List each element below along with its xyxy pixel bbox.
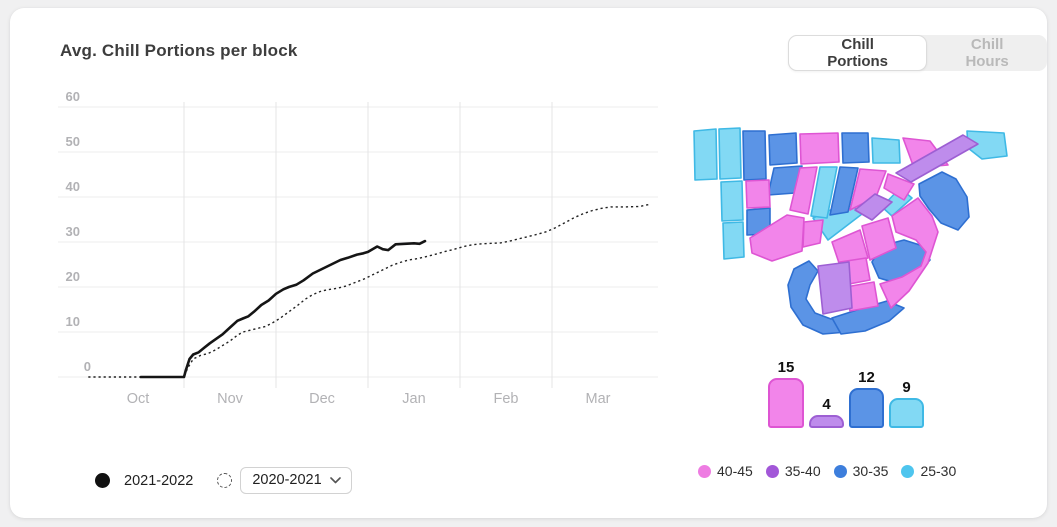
toggle-chill-hours[interactable]: Chill Hours xyxy=(927,35,1047,71)
chill-portions-card: Avg. Chill Portions per block Chill Port… xyxy=(10,8,1047,518)
legend-dot-icon xyxy=(901,464,915,478)
series-2020-2021-dot-icon xyxy=(217,473,233,488)
block-polygon-cyan[interactable] xyxy=(720,180,744,222)
chevron-down-icon xyxy=(329,476,341,483)
block-polygon-pink[interactable] xyxy=(831,229,869,267)
block-polygon-pink[interactable] xyxy=(749,214,805,262)
bar-35-40: 4 xyxy=(809,395,844,428)
page-title: Avg. Chill Portions per block xyxy=(60,41,298,60)
y-tick-label: 40 xyxy=(66,179,80,194)
x-tick-label: Mar xyxy=(586,391,611,407)
map-legend-item-40-45: 40-45 xyxy=(698,463,753,479)
bar-rect-pink[interactable] xyxy=(768,378,804,428)
block-polygon-cyan[interactable] xyxy=(871,137,901,164)
y-tick-label: 0 xyxy=(84,359,91,374)
block-polygon-pink[interactable] xyxy=(789,166,818,215)
y-tick-label: 10 xyxy=(66,314,80,329)
y-tick-label: 30 xyxy=(66,224,80,239)
map-legend-item-35-40: 35-40 xyxy=(765,463,821,479)
bar-value-label: 4 xyxy=(822,395,831,413)
block-polygon-cyan[interactable] xyxy=(722,221,745,260)
series-2021-2022-label: 2021-2022 xyxy=(124,472,194,489)
x-tick-label: Nov xyxy=(217,391,244,407)
block-polygon-blue[interactable] xyxy=(768,132,798,166)
y-tick-label: 60 xyxy=(66,89,80,104)
block-polygon-pink[interactable] xyxy=(879,197,939,309)
block-polygon-pink[interactable] xyxy=(745,179,771,209)
legend-label: 35-40 xyxy=(784,463,821,479)
block-polygon-blue[interactable] xyxy=(829,166,859,216)
block-polygon-purple[interactable] xyxy=(854,193,893,221)
block-polygon-cyan[interactable] xyxy=(810,166,838,219)
map-legend-item-25-30: 25-30 xyxy=(901,463,956,479)
bar-30-35: 12 xyxy=(849,368,884,428)
bar-value-label: 12 xyxy=(858,368,875,386)
season-select[interactable]: 2020-2021 xyxy=(240,467,352,494)
line-chart-legend: 2021-2022 2020-2021 xyxy=(95,467,352,494)
legend-dot-icon xyxy=(833,464,847,478)
series-2021-2022-line xyxy=(139,239,427,379)
y-tick-label: 20 xyxy=(66,269,80,284)
block-polygon-cyan[interactable] xyxy=(718,127,742,180)
x-tick-label: Jan xyxy=(402,391,425,407)
bar-40-45: 15 xyxy=(768,358,804,428)
block-polygon-blue[interactable] xyxy=(841,132,870,164)
block-polygon-pink[interactable] xyxy=(802,219,824,248)
chill-portions-line-chart: 0 10 20 30 40 50 60 Oct Nov Dec Jan Feb Mar xyxy=(58,89,658,407)
y-tick-label: 50 xyxy=(66,134,80,149)
block-polygon-pink[interactable] xyxy=(883,173,915,201)
blocks-choropleth-map xyxy=(693,127,1008,335)
block-polygon-blue[interactable] xyxy=(742,130,767,181)
block-polygon-cyan[interactable] xyxy=(693,128,718,181)
block-count-bar-chart: 15 4 12 9 xyxy=(768,354,938,428)
map-legend-item-30-35: 30-35 xyxy=(833,463,889,479)
block-polygon-pink[interactable] xyxy=(799,132,840,165)
bar-rect-cyan[interactable] xyxy=(889,398,924,428)
block-polygon-blue[interactable] xyxy=(918,171,970,231)
block-polygon-purple[interactable] xyxy=(817,261,853,315)
x-tick-label: Dec xyxy=(309,391,335,407)
legend-dot-icon xyxy=(765,464,779,478)
x-tick-label: Feb xyxy=(494,391,519,407)
bar-value-label: 9 xyxy=(902,378,911,396)
legend-label: 30-35 xyxy=(852,463,889,479)
toggle-chill-portions[interactable]: Chill Portions xyxy=(788,35,928,71)
x-tick-label: Oct xyxy=(127,391,150,407)
view-toggle: Chill Portions Chill Hours xyxy=(788,35,1047,71)
series-2021-2022-dot-icon xyxy=(95,473,110,488)
map-legend: 40-45 35-40 30-35 25-30 xyxy=(698,463,956,479)
legend-label: 40-45 xyxy=(717,463,753,479)
block-polygon-purple[interactable] xyxy=(895,134,979,183)
block-polygon-pink[interactable] xyxy=(861,217,897,261)
bar-25-30: 9 xyxy=(889,378,924,428)
bar-rect-purple[interactable] xyxy=(809,415,844,428)
bar-rect-blue[interactable] xyxy=(849,388,884,428)
bar-value-label: 15 xyxy=(777,358,795,376)
legend-dot-icon xyxy=(698,464,711,478)
series-2020-2021-line xyxy=(88,203,651,378)
season-select-value: 2020-2021 xyxy=(252,472,322,488)
legend-label: 25-30 xyxy=(920,463,957,479)
